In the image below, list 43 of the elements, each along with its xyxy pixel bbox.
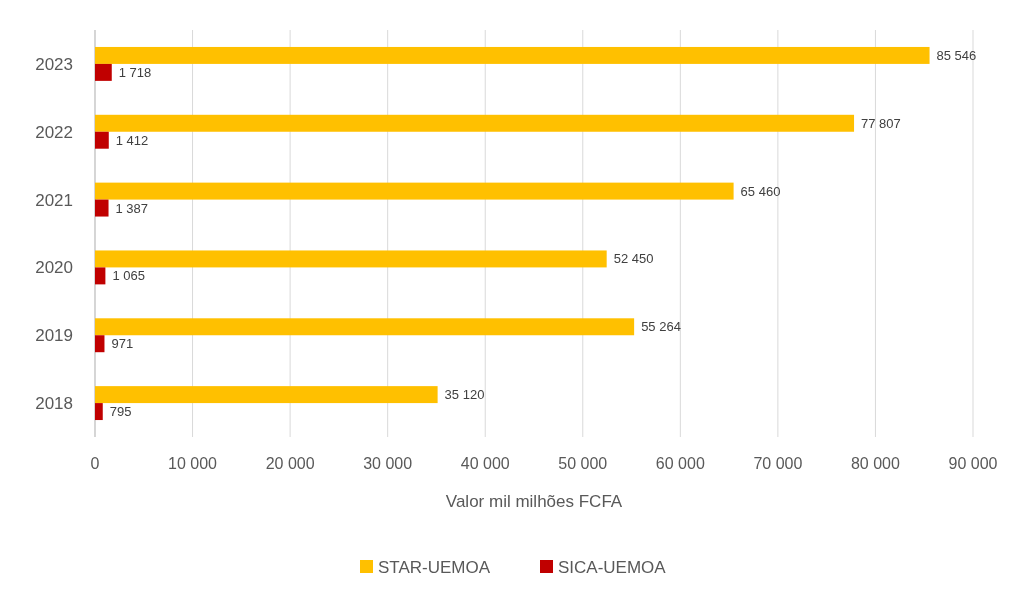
legend-label: STAR-UEMOA [378, 557, 491, 577]
data-label: 971 [111, 336, 134, 352]
x-tick-label: 0 [90, 455, 100, 472]
y-tick-label: 2023 [35, 54, 73, 74]
x-tick-label: 90 000 [948, 455, 998, 472]
data-label: 1 718 [118, 64, 152, 80]
bar [95, 131, 109, 149]
bar [95, 267, 106, 285]
y-tick-label: 2018 [35, 394, 73, 414]
x-tick-label: 30 000 [363, 455, 413, 472]
y-tick-label: 2021 [35, 190, 73, 210]
bar [95, 386, 438, 404]
bar [95, 182, 734, 200]
x-tick-label: 60 000 [655, 455, 705, 472]
bar [95, 250, 607, 268]
bar [95, 114, 855, 132]
data-label: 55 264 [641, 319, 681, 335]
x-tick-label: 40 000 [460, 455, 510, 472]
data-label: 77 807 [861, 115, 901, 131]
bar [95, 63, 112, 81]
y-tick-label: 2022 [35, 122, 73, 142]
bar [95, 403, 103, 421]
bar [95, 46, 930, 64]
bar [95, 199, 109, 217]
data-label: 1 412 [115, 132, 149, 148]
x-tick-label: 80 000 [850, 455, 901, 472]
data-label: 1 387 [115, 200, 149, 216]
x-tick-label: 20 000 [265, 455, 315, 472]
data-label: 52 450 [613, 251, 654, 267]
y-tick-label: 2020 [35, 258, 73, 278]
x-tick-label: 10 000 [168, 455, 218, 472]
x-tick-label: 70 000 [753, 455, 803, 472]
data-label: 795 [109, 404, 132, 420]
bar [95, 335, 105, 353]
x-axis-title: Valor mil milhões FCFA [445, 492, 623, 511]
legend-label: SICA-UEMOA [558, 557, 667, 577]
data-label: 85 546 [936, 47, 977, 63]
x-tick-label: 50 000 [558, 455, 608, 472]
bar [95, 318, 635, 336]
data-label: 65 460 [740, 183, 781, 199]
data-label: 1 065 [112, 268, 145, 284]
data-label: 35 120 [444, 387, 485, 403]
y-tick-label: 2019 [35, 326, 73, 346]
